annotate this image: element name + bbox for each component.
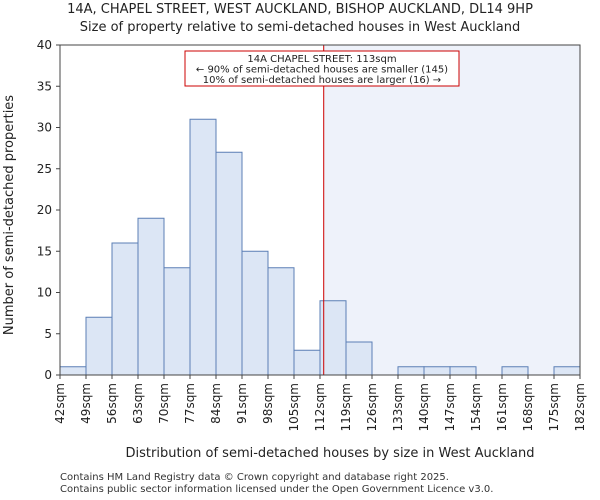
x-tick-label: 91sqm bbox=[235, 383, 249, 424]
histogram-bar bbox=[319, 300, 347, 376]
histogram-bar bbox=[189, 118, 217, 376]
x-tick-label: 42sqm bbox=[53, 383, 67, 424]
x-tick-label: 154sqm bbox=[469, 383, 483, 431]
y-tick-label: 15 bbox=[37, 244, 52, 258]
footer-line-1: Contains HM Land Registry data © Crown c… bbox=[60, 472, 449, 483]
histogram-bar bbox=[163, 267, 191, 376]
histogram-bar bbox=[85, 316, 113, 376]
histogram-bar bbox=[293, 349, 321, 376]
y-tick-label: 0 bbox=[44, 368, 52, 382]
x-tick-label: 98sqm bbox=[261, 383, 275, 424]
x-tick-label: 119sqm bbox=[339, 383, 353, 431]
x-tick-label: 49sqm bbox=[79, 383, 93, 424]
x-tick-label: 140sqm bbox=[417, 383, 431, 431]
histogram-bar bbox=[111, 242, 139, 376]
annotation-line-1: 14A CHAPEL STREET: 113sqm bbox=[247, 54, 396, 65]
x-tick-label: 112sqm bbox=[313, 383, 327, 431]
x-tick-label: 147sqm bbox=[443, 383, 457, 431]
annotation-line-3: 10% of semi-detached houses are larger (… bbox=[203, 75, 441, 86]
x-tick-label: 56sqm bbox=[105, 383, 119, 424]
x-tick-label: 70sqm bbox=[157, 383, 171, 424]
y-tick-label: 20 bbox=[37, 203, 52, 217]
x-tick-label: 161sqm bbox=[495, 383, 509, 431]
annotation-box: 14A CHAPEL STREET: 113sqm ← 90% of semi-… bbox=[184, 50, 460, 87]
y-tick-label: 5 bbox=[44, 327, 52, 341]
histogram-bar bbox=[423, 366, 451, 376]
histogram-bar bbox=[59, 366, 87, 376]
y-tick-label: 35 bbox=[37, 79, 52, 93]
y-tick-label: 40 bbox=[37, 38, 52, 52]
x-tick-label: 77sqm bbox=[183, 383, 197, 424]
x-tick-label: 105sqm bbox=[287, 383, 301, 431]
x-tick-label: 133sqm bbox=[391, 383, 405, 431]
x-tick-label: 168sqm bbox=[521, 383, 535, 431]
larger-region-highlight bbox=[323, 45, 580, 375]
chart-title: 14A, CHAPEL STREET, WEST AUCKLAND, BISHO… bbox=[67, 2, 533, 17]
x-tick-label: 126sqm bbox=[365, 383, 379, 431]
x-tick-label: 175sqm bbox=[547, 383, 561, 431]
chart-subtitle: Size of property relative to semi-detach… bbox=[79, 20, 521, 35]
histogram-bar bbox=[215, 151, 243, 376]
histogram-bar bbox=[449, 366, 477, 376]
histogram-bar bbox=[241, 250, 269, 376]
histogram-bar bbox=[267, 267, 295, 376]
y-tick-label: 10 bbox=[37, 286, 52, 300]
x-tick-label: 63sqm bbox=[131, 383, 145, 424]
histogram-bar bbox=[553, 366, 581, 376]
annotation-line-2: ← 90% of semi-detached houses are smalle… bbox=[196, 65, 448, 76]
histogram-bar bbox=[345, 341, 373, 376]
footer-line-2: Contains public sector information licen… bbox=[60, 484, 494, 495]
y-tick-label: 30 bbox=[37, 121, 52, 135]
histogram-bar bbox=[501, 366, 529, 376]
histogram-bar bbox=[137, 217, 165, 376]
histogram-bar bbox=[397, 366, 425, 376]
y-axis-label: Number of semi-detached properties bbox=[2, 95, 17, 335]
y-tick-label: 25 bbox=[37, 162, 52, 176]
x-axis-label: Distribution of semi-detached houses by … bbox=[126, 446, 535, 461]
x-tick-label: 182sqm bbox=[573, 383, 587, 431]
x-tick-label: 84sqm bbox=[209, 383, 223, 424]
